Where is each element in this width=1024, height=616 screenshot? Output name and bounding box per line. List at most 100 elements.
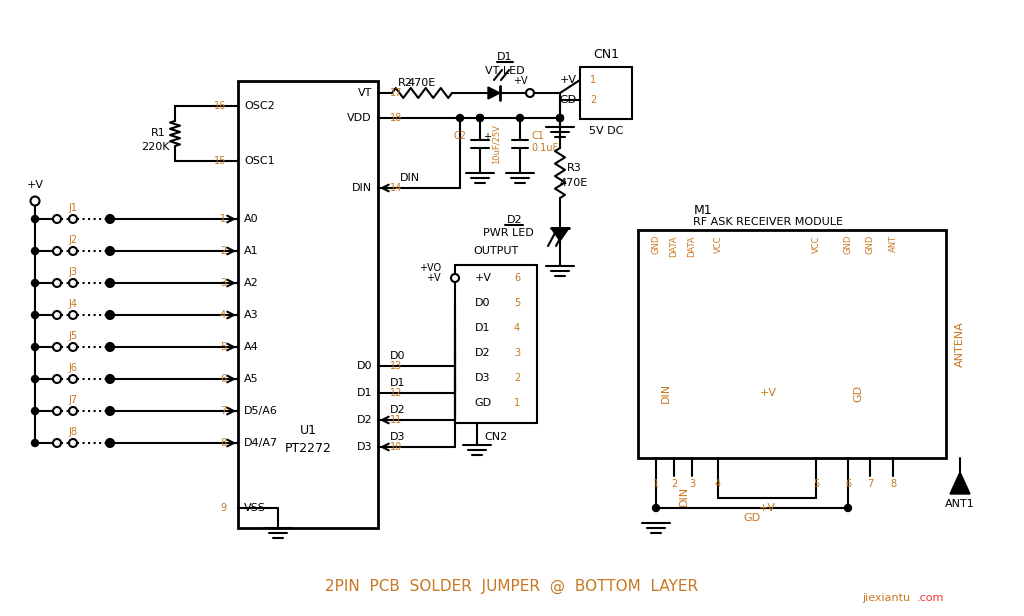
Text: J1: J1 (69, 203, 78, 213)
Bar (638, 230, 946, 458)
Text: DIN: DIN (679, 486, 689, 506)
Circle shape (32, 376, 39, 383)
Text: 2: 2 (590, 95, 596, 105)
Circle shape (106, 344, 114, 351)
Text: OUTPUT: OUTPUT (473, 246, 518, 256)
Text: GND: GND (865, 235, 874, 254)
Text: DATA: DATA (670, 235, 679, 257)
Text: PWR LED: PWR LED (482, 228, 534, 238)
Text: D3: D3 (475, 373, 490, 383)
Text: D0: D0 (356, 361, 372, 371)
Circle shape (53, 439, 61, 447)
Text: 9: 9 (220, 503, 226, 513)
Text: +V: +V (426, 273, 441, 283)
Circle shape (106, 407, 114, 415)
Text: GND: GND (844, 235, 853, 254)
Text: VDD: VDD (347, 113, 372, 123)
Text: CN1: CN1 (593, 47, 618, 60)
Text: 1: 1 (653, 479, 659, 489)
Circle shape (556, 115, 563, 121)
Text: A2: A2 (244, 278, 259, 288)
Circle shape (106, 248, 114, 254)
Circle shape (69, 279, 77, 287)
Circle shape (106, 312, 114, 318)
Text: D4/A7: D4/A7 (244, 438, 279, 448)
Circle shape (32, 248, 39, 254)
Text: 1: 1 (514, 398, 520, 408)
Text: D0: D0 (390, 351, 406, 361)
Text: DIN: DIN (662, 383, 671, 403)
Text: R2: R2 (397, 78, 413, 88)
Bar (455, 265, 537, 423)
Text: GD: GD (743, 513, 761, 523)
Text: 18: 18 (390, 113, 402, 123)
Circle shape (516, 115, 523, 121)
Polygon shape (950, 472, 970, 494)
Text: 11: 11 (390, 415, 402, 425)
Circle shape (53, 343, 61, 351)
Text: 16: 16 (214, 101, 226, 111)
Text: D5/A6: D5/A6 (244, 406, 278, 416)
Text: 10uF/25V: 10uF/25V (492, 124, 501, 164)
Text: VT LED: VT LED (485, 66, 525, 76)
Circle shape (69, 439, 77, 447)
Circle shape (53, 311, 61, 319)
Polygon shape (488, 87, 500, 99)
Circle shape (526, 89, 534, 97)
Text: J4: J4 (69, 299, 78, 309)
Text: 7: 7 (220, 406, 226, 416)
Text: GND: GND (651, 235, 660, 254)
Text: 5: 5 (514, 298, 520, 308)
Circle shape (32, 439, 39, 447)
Circle shape (32, 280, 39, 286)
Text: +: + (483, 132, 490, 142)
Text: D0: D0 (475, 298, 490, 308)
Text: 4: 4 (514, 323, 520, 333)
Text: 3: 3 (514, 348, 520, 358)
Text: D2: D2 (475, 348, 490, 358)
Circle shape (69, 343, 77, 351)
Circle shape (31, 197, 40, 206)
Text: +VO: +VO (419, 263, 441, 273)
Text: D2: D2 (390, 405, 406, 415)
Text: 0.1uF: 0.1uF (531, 143, 558, 153)
Text: 6: 6 (845, 479, 851, 489)
Text: GD: GD (853, 384, 863, 402)
Text: D1: D1 (498, 52, 513, 62)
Text: U1: U1 (299, 424, 316, 437)
Text: 5: 5 (813, 479, 819, 489)
Text: J8: J8 (69, 427, 78, 437)
Text: jiexiantu: jiexiantu (862, 593, 910, 603)
Text: +V: +V (760, 388, 776, 398)
Circle shape (53, 215, 61, 223)
Text: 8: 8 (220, 438, 226, 448)
Text: +V: +V (27, 180, 43, 190)
Circle shape (106, 408, 114, 415)
Circle shape (106, 215, 114, 223)
Text: .com: .com (918, 593, 944, 603)
Text: D2: D2 (507, 215, 523, 225)
Circle shape (106, 279, 114, 287)
Text: VCC: VCC (811, 235, 820, 253)
Circle shape (32, 312, 39, 318)
Text: GD: GD (560, 95, 577, 105)
Circle shape (106, 376, 114, 383)
Circle shape (106, 439, 114, 447)
Text: DIN: DIN (400, 173, 420, 183)
Polygon shape (551, 228, 569, 241)
Circle shape (106, 343, 114, 351)
Text: 2: 2 (220, 246, 226, 256)
Text: 3: 3 (689, 479, 695, 489)
Text: 1: 1 (590, 75, 596, 85)
Text: 5: 5 (220, 342, 226, 352)
Text: D3: D3 (390, 432, 406, 442)
Circle shape (106, 216, 114, 222)
Circle shape (652, 505, 659, 511)
Text: D1: D1 (390, 378, 406, 388)
Circle shape (451, 274, 459, 282)
Circle shape (106, 375, 114, 383)
Text: RF ASK RECEIVER MODULE: RF ASK RECEIVER MODULE (693, 217, 843, 227)
Text: 2PIN  PCB  SOLDER  JUMPER  @  BOTTOM  LAYER: 2PIN PCB SOLDER JUMPER @ BOTTOM LAYER (326, 578, 698, 594)
Bar (238, 81, 378, 528)
Circle shape (69, 215, 77, 223)
